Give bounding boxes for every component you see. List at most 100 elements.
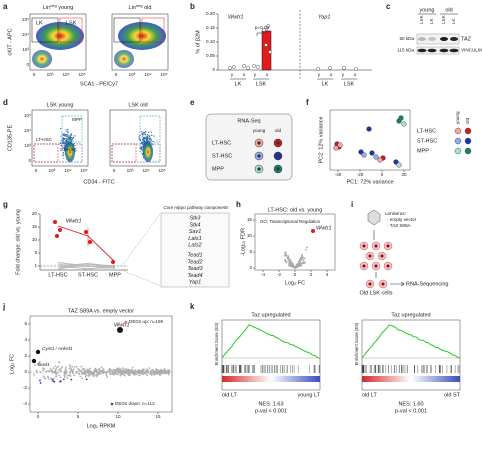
gene-point: [55, 375, 58, 378]
event: [72, 136, 75, 138]
gene-point: [33, 373, 35, 376]
gene-label: Cyr61 / Ankrd1: [42, 346, 73, 351]
tick-label: 0: [33, 72, 36, 77]
event: [71, 134, 73, 136]
nucleus: [368, 282, 372, 286]
legend-label: LT-HSC: [417, 128, 436, 134]
gene-point: [127, 368, 130, 371]
tick-label: 0: [294, 272, 297, 277]
gene-point: [92, 375, 95, 378]
pca-point: [373, 154, 379, 160]
tick-label: -4: [23, 401, 28, 406]
gene-point: [156, 368, 159, 371]
age-label: old: [275, 128, 282, 133]
age-label: y: [231, 72, 234, 77]
gene-point: [126, 368, 128, 371]
gene-point: [57, 365, 60, 368]
gene-point: [84, 373, 87, 375]
axis-title: Fold change: old vs. young: [15, 209, 21, 275]
density: [32, 50, 52, 68]
tick-label: 5: [249, 249, 252, 254]
gene-point: [33, 364, 36, 367]
gene-point: [68, 374, 71, 377]
plot-frame: [361, 319, 461, 391]
gene-point: [83, 373, 85, 375]
event: [67, 135, 69, 138]
dot: [354, 67, 358, 71]
gene-point: [93, 369, 96, 372]
tick-label: 0: [24, 369, 27, 374]
event: [140, 131, 142, 133]
panel-label: g: [3, 200, 8, 209]
gene-label: Stk4: [189, 222, 200, 228]
blot: [416, 33, 460, 45]
gene-point: [66, 374, 69, 377]
gene-point: [75, 365, 78, 368]
tick-label: 6: [24, 321, 27, 326]
event: [62, 157, 65, 159]
event: [148, 137, 150, 139]
plot-title: Taz upregulated: [251, 312, 290, 318]
gene-point: [124, 371, 127, 374]
event: [141, 142, 143, 145]
lane-label: LSK: [441, 14, 446, 24]
gene-point: [42, 369, 45, 372]
gene-point: [300, 264, 302, 267]
event: [144, 137, 146, 139]
event: [63, 137, 65, 140]
gene-point: [101, 370, 103, 372]
point: [84, 230, 88, 234]
tick-label: 0: [381, 172, 384, 177]
gene-point: [64, 372, 67, 375]
axis-title: Enrichment Score (ES): [354, 322, 359, 365]
gene-point: [64, 376, 66, 378]
gene-point: [80, 365, 83, 368]
bar: [261, 30, 272, 71]
lane-label: LSK: [419, 14, 424, 24]
plot-frame: [221, 319, 321, 391]
gene-point: [69, 365, 72, 368]
group-label: LSK: [256, 81, 267, 87]
p-value: p-val < 0.001: [395, 408, 427, 414]
gene-point: [65, 369, 68, 372]
legend-label: MPP: [417, 148, 429, 154]
gene-point: [290, 265, 293, 267]
x-label: ST-HSC: [78, 272, 98, 278]
event: [60, 139, 62, 141]
text: Lin: [43, 5, 50, 11]
axis-title: Enrichment Score (ES): [214, 322, 219, 365]
legend-age: young: [455, 111, 460, 124]
gene-point: [118, 371, 121, 373]
legend-label: DEGs up: n=169: [129, 319, 164, 324]
tick-label: 10³: [129, 72, 136, 77]
gene-point: [298, 261, 301, 264]
dot: [232, 65, 236, 69]
age-label: y: [342, 72, 345, 77]
plot-title: Taz upregulated: [391, 312, 430, 318]
event: [149, 137, 151, 139]
tick-label: 5: [34, 250, 37, 255]
axis-title: cKIT - APC: [7, 28, 13, 55]
point: [111, 260, 115, 264]
blot: [416, 46, 460, 55]
gene-point: [117, 367, 120, 370]
highlight-point: [31, 358, 37, 364]
gene-point: [284, 258, 287, 261]
gene-point: [68, 367, 71, 370]
event: [60, 145, 62, 147]
gene-point: [42, 375, 45, 378]
gene-point: [285, 253, 288, 256]
tick-label: 10: [247, 233, 253, 238]
point: [55, 234, 59, 238]
gene-point: [73, 365, 76, 368]
facs-plot: [31, 109, 89, 167]
tick-label: 10³: [47, 72, 54, 77]
gene-point: [123, 373, 125, 376]
gene-point: [151, 371, 154, 374]
gene-point: [148, 367, 151, 369]
axis-title: % of β2M: [195, 30, 201, 54]
gene-point: [61, 366, 64, 369]
gene-point: [119, 368, 122, 371]
gene-point: [113, 368, 115, 371]
sample-icon: [276, 154, 280, 158]
